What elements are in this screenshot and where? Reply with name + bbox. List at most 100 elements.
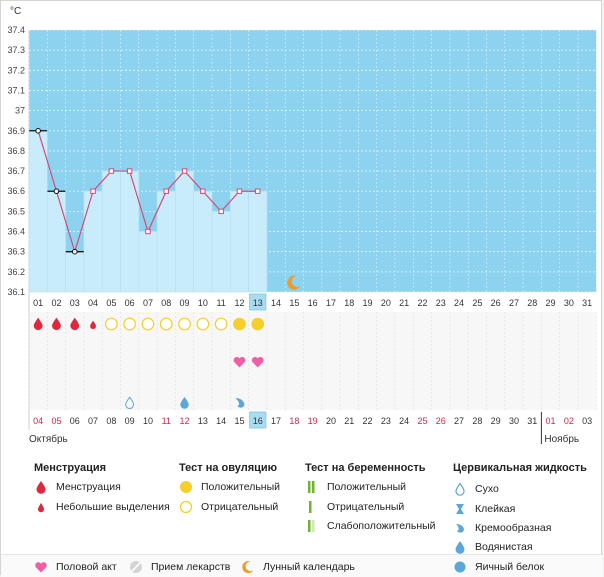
temperature-bar — [83, 190, 103, 293]
calendar-date-label[interactable]: 12 — [180, 416, 190, 426]
cycle-day-label[interactable]: 11 — [216, 298, 225, 308]
cycle-day-label[interactable]: 21 — [399, 298, 409, 308]
calendar-date-label[interactable]: 05 — [51, 416, 61, 426]
temperature-point[interactable] — [218, 208, 224, 215]
calendar-date-label[interactable]: 09 — [125, 416, 135, 426]
calendar-date-label[interactable]: 02 — [564, 416, 574, 426]
cycle-day-label[interactable]: 19 — [363, 298, 373, 308]
cycle-day-label[interactable]: 07 — [143, 298, 153, 308]
calendar-date-label[interactable]: 03 — [582, 416, 592, 426]
temperature-point[interactable] — [90, 188, 96, 194]
cycle-day-label[interactable]: 13 — [253, 298, 263, 308]
calendar-date-label[interactable]: 07 — [88, 416, 98, 426]
temperature-point[interactable] — [35, 127, 41, 134]
cycle-day-label[interactable]: 02 — [51, 298, 61, 308]
temperature-point[interactable] — [53, 188, 60, 195]
calendar-date-label[interactable]: 10 — [143, 416, 153, 426]
calendar-date-label[interactable]: 23 — [381, 416, 391, 426]
calendar-date-label[interactable]: 26 — [436, 416, 446, 426]
y-tick-label: 36.4 — [7, 227, 25, 237]
cycle-day-label[interactable]: 24 — [454, 298, 464, 308]
cycle-day-label[interactable]: 18 — [344, 298, 354, 308]
temperature-point[interactable] — [255, 188, 261, 194]
temperature-point[interactable] — [163, 188, 169, 194]
cycle-day-label[interactable]: 17 — [326, 298, 336, 308]
y-tick-label: 36.9 — [7, 126, 25, 136]
calendar-date-label[interactable]: 31 — [527, 416, 537, 426]
calendar-date-label[interactable]: 13 — [198, 416, 208, 426]
y-tick-label: 36.7 — [7, 166, 25, 176]
ovulation-negative-icon — [196, 317, 210, 331]
calendar-date-label[interactable]: 30 — [509, 416, 519, 426]
y-tick-label: 37.3 — [7, 45, 25, 55]
cycle-day-label[interactable]: 15 — [289, 298, 299, 308]
cycle-day-label[interactable]: 09 — [180, 298, 190, 308]
temperature-point[interactable] — [145, 228, 151, 235]
cycle-day-label[interactable]: 20 — [381, 298, 391, 308]
cycle-day-label[interactable]: 12 — [234, 298, 244, 308]
ovulation-positive-icon — [251, 317, 265, 331]
temperature-point[interactable] — [71, 248, 78, 255]
calendar-date-label[interactable]: 01 — [546, 416, 556, 426]
calendar-date-label[interactable]: 08 — [106, 416, 116, 426]
calendar-date-label[interactable]: 20 — [326, 416, 336, 426]
cycle-day-label[interactable]: 23 — [436, 298, 446, 308]
cycle-day-label[interactable]: 26 — [491, 298, 501, 308]
y-tick-label: 36.2 — [7, 267, 25, 277]
calendar-date-label[interactable]: 27 — [454, 416, 464, 426]
calendar-date-label[interactable]: 19 — [308, 416, 318, 426]
temperature-bar — [120, 170, 140, 293]
ovulation-negative-icon — [104, 317, 118, 331]
calendar-date-label[interactable]: 04 — [33, 416, 43, 426]
cycle-day-label[interactable]: 06 — [125, 298, 135, 308]
cycle-day-label[interactable]: 16 — [308, 298, 318, 308]
today-highlight — [249, 411, 267, 429]
calendar-date-label[interactable]: 17 — [271, 416, 281, 426]
small-blood-drop-icon — [38, 503, 44, 513]
temperature-bar — [138, 231, 158, 293]
cycle-day-label[interactable]: 03 — [70, 298, 80, 308]
creamy-icon — [456, 524, 464, 533]
cycle-day-label[interactable]: 25 — [472, 298, 482, 308]
legend-bottom-row: Половой акт Прием лекарств Лунный календ… — [1, 554, 603, 577]
cycle-day-label[interactable]: 30 — [564, 298, 574, 308]
calendar-date-label[interactable]: 29 — [491, 416, 501, 426]
cycle-day-label[interactable]: 10 — [198, 298, 208, 308]
calendar-date-label[interactable]: 21 — [344, 416, 354, 426]
calendar-date-label[interactable]: 24 — [399, 416, 409, 426]
temperature-point[interactable] — [108, 168, 115, 174]
calendar-date-label[interactable]: 18 — [289, 416, 299, 426]
cycle-day-label[interactable]: 28 — [527, 298, 537, 308]
cycle-day-label[interactable]: 01 — [33, 298, 43, 308]
calendar-date-label[interactable]: 15 — [234, 416, 244, 426]
temperature-point[interactable] — [200, 188, 206, 194]
cycle-day-label[interactable]: 14 — [271, 298, 281, 308]
temperature-point[interactable] — [181, 168, 188, 174]
temperature-point[interactable] — [236, 188, 243, 194]
calendar-date-label[interactable]: 22 — [363, 416, 373, 426]
ovulation-negative-icon — [159, 317, 173, 331]
ovulation-negative-icon — [123, 317, 137, 331]
cycle-day-label[interactable]: 08 — [161, 298, 171, 308]
calendar-date-label[interactable]: 16 — [253, 416, 263, 426]
water-drop-icon — [180, 397, 189, 409]
temperature-point[interactable] — [126, 168, 133, 174]
egg-white-icon — [454, 561, 466, 573]
cycle-day-label[interactable]: 05 — [106, 298, 116, 308]
cycle-day-label[interactable]: 29 — [546, 298, 556, 308]
single-bar-icon — [309, 501, 312, 513]
double-bar-icon — [308, 481, 315, 493]
blood-drop-icon — [70, 317, 80, 331]
calendar-date-label[interactable]: 28 — [472, 416, 482, 426]
calendar-date-label[interactable]: 11 — [162, 416, 171, 426]
dry-drop-icon — [125, 396, 135, 410]
cycle-day-label[interactable]: 04 — [88, 298, 98, 308]
cycle-day-label[interactable]: 27 — [509, 298, 519, 308]
calendar-date-label[interactable]: 06 — [70, 416, 80, 426]
y-tick-label: 36.6 — [7, 186, 25, 196]
calendar-date-label[interactable]: 25 — [417, 416, 427, 426]
calendar-date-label[interactable]: 14 — [216, 416, 226, 426]
cycle-day-label[interactable]: 31 — [582, 298, 592, 308]
month-label-november: Ноябрь — [544, 433, 579, 445]
cycle-day-label[interactable]: 22 — [417, 298, 427, 308]
